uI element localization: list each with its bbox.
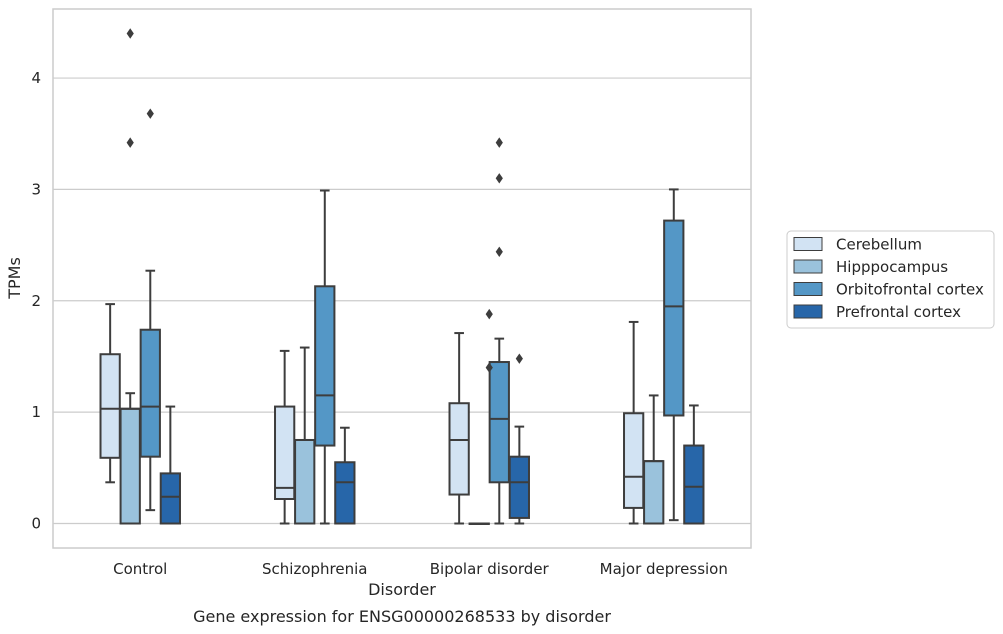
box-hipppocampus — [294, 346, 316, 525]
outlier-point — [495, 137, 503, 148]
outlier-point — [146, 108, 154, 119]
legend-swatch — [793, 259, 823, 274]
legend: Cerebellum Hipppocampus Orbitofrontal cort… — [786, 230, 995, 329]
box-prefrontal-cortex — [508, 353, 530, 525]
box-orbitofrontal-cortex — [663, 188, 685, 522]
outlier-point — [485, 308, 493, 320]
box-hipppocampus — [643, 394, 665, 525]
box-orbitofrontal-cortex — [314, 189, 336, 525]
outlier-point — [485, 362, 493, 373]
box-prefrontal-cortex — [159, 405, 181, 525]
legend-label: Prefrontal cortex — [836, 303, 961, 321]
y-tick-label: 4 — [31, 69, 41, 87]
box-body — [99, 353, 121, 459]
y-tick-label: 1 — [31, 403, 41, 421]
outlier-point — [515, 353, 523, 364]
box-hipppocampus — [119, 28, 141, 525]
legend-frame — [786, 230, 995, 329]
box-body — [683, 444, 705, 525]
box-orbitofrontal-cortex — [488, 137, 510, 525]
y-tick-label: 3 — [31, 180, 41, 198]
box-body — [334, 461, 356, 525]
legend-label: Hipppocampus — [836, 258, 948, 276]
extra-outliers — [485, 308, 493, 373]
x-tick-label: Major depression — [600, 560, 728, 578]
y-tick-label: 2 — [31, 292, 41, 310]
box-body — [159, 472, 181, 525]
legend-swatch — [793, 304, 823, 319]
box-cerebellum — [274, 349, 296, 525]
box-body — [314, 285, 336, 447]
box-body — [294, 438, 316, 525]
box-series — [99, 28, 705, 525]
outlier-point — [495, 173, 503, 184]
chart-caption: Gene expression for ENSG00000268533 by d… — [193, 607, 611, 626]
box-body — [139, 328, 161, 458]
x-axis-title: Disorder — [368, 580, 436, 599]
plot-frame — [52, 8, 752, 549]
outlier-point — [126, 28, 134, 39]
box-prefrontal-cortex — [334, 426, 356, 525]
legend-label: Orbitofrontal cortex — [836, 281, 984, 299]
legend-swatch — [793, 282, 823, 296]
x-tick-label: Control — [113, 560, 167, 578]
x-tick-label: Bipolar disorder — [430, 560, 550, 578]
box-body — [508, 455, 530, 519]
box-body — [643, 460, 665, 525]
y-tick-label: 0 — [31, 515, 41, 533]
box-body — [663, 219, 685, 417]
box-body — [623, 412, 645, 509]
box-cerebellum — [99, 303, 121, 484]
box-body — [274, 405, 296, 500]
outlier-point — [126, 137, 134, 148]
box-orbitofrontal-cortex — [139, 108, 161, 512]
y-axis-title: TPMs — [5, 257, 24, 300]
x-tick-labels: Control Schizophrenia Bipolar disorder Majo… — [113, 560, 728, 578]
x-tick-label: Schizophrenia — [262, 560, 367, 578]
box-body — [119, 407, 141, 525]
outlier-point — [495, 246, 503, 257]
box-prefrontal-cortex — [683, 404, 705, 525]
box-hipppocampus — [468, 522, 490, 525]
box-body — [448, 402, 470, 496]
legend-swatch — [793, 237, 823, 251]
box-cerebellum — [448, 332, 470, 525]
y-tick-labels: 0 1 2 3 4 — [31, 69, 41, 532]
box-body — [488, 361, 510, 484]
legend-label: Cerebellum — [836, 236, 922, 254]
